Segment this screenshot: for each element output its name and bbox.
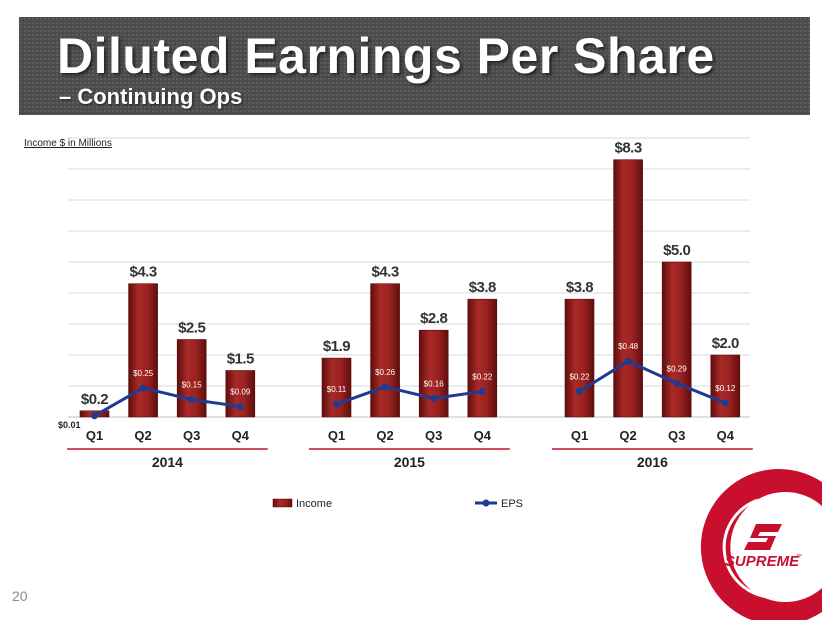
eps-point <box>721 399 729 407</box>
logo-s-mark-icon <box>744 524 782 550</box>
legend-eps-marker <box>482 499 490 507</box>
data-labels: $0.2 $4.3 $2.5 $1.5 $0.01 $0.25 $0.15 $0.09 $1.9… <box>58 140 740 430</box>
income-label: $3.8 <box>469 279 496 296</box>
logo-trademark: ™ <box>796 553 802 560</box>
income-label: $2.5 <box>178 320 205 337</box>
group-label: 2015 <box>394 454 425 470</box>
x-tick-label: Q2 <box>619 428 636 443</box>
income-bar <box>661 261 692 418</box>
title-band <box>19 17 810 115</box>
income-label: $2.8 <box>420 310 447 327</box>
page-title: Diluted Earnings Per Share <box>57 28 715 84</box>
x-tick-label: Q1 <box>328 428 345 443</box>
eps-label: $0.09 <box>230 388 251 397</box>
x-tick-label: Q4 <box>232 428 250 443</box>
supreme-logo: SUPREME ™ <box>700 469 822 620</box>
income-label: $2.0 <box>712 335 739 352</box>
legend-income-label: Income <box>296 498 332 510</box>
eps-point <box>381 383 389 391</box>
eps-label: $0.01 <box>58 420 81 430</box>
x-tick-label: Q1 <box>571 428 588 443</box>
income-bar <box>564 298 595 418</box>
income-bar <box>370 283 400 418</box>
x-tick-label: Q3 <box>183 428 200 443</box>
page-number: 20 <box>12 588 28 604</box>
logo-wordmark: SUPREME <box>725 553 800 570</box>
income-bar <box>418 329 449 418</box>
income-label: $1.9 <box>323 338 350 355</box>
eps-point <box>624 357 632 365</box>
legend-eps-label: EPS <box>501 498 523 510</box>
eps-label: $0.29 <box>667 364 688 373</box>
logo-ring <box>700 469 822 620</box>
income-bar <box>176 339 207 418</box>
x-tick-label: Q3 <box>668 428 685 443</box>
units-note: Income $ in Millions <box>24 138 112 149</box>
eps-series-line <box>93 386 241 418</box>
eps-label: $0.22 <box>472 372 493 381</box>
income-label: $8.3 <box>614 140 641 157</box>
eps-point <box>236 403 244 411</box>
eps-point <box>673 379 681 387</box>
eps-label: $0.22 <box>569 372 590 381</box>
eps-series-line <box>335 385 483 406</box>
income-label: $1.5 <box>227 351 254 368</box>
eps-label: $0.12 <box>715 384 736 393</box>
income-bar <box>613 159 643 418</box>
gridlines <box>68 137 750 418</box>
eps-label: $0.26 <box>375 368 396 377</box>
x-tick-label: Q1 <box>86 428 103 443</box>
x-tick-label: Q4 <box>474 428 492 443</box>
income-bars <box>79 159 741 418</box>
income-label: $3.8 <box>566 279 593 296</box>
income-bar <box>710 354 741 418</box>
x-axis: Q1 Q2 Q3 Q4 2014 Q1 Q2 Q3 Q4 2015 Q1 Q2 Q3 Q4 2016 <box>67 428 753 470</box>
eps-label: $0.25 <box>133 369 154 378</box>
x-tick-label: Q2 <box>376 428 393 443</box>
income-label: $5.0 <box>663 242 690 259</box>
income-bar <box>467 298 498 418</box>
eps-label: $0.16 <box>424 379 445 388</box>
eps-series-line <box>578 359 726 405</box>
income-label: $4.3 <box>129 264 156 281</box>
eps-point <box>91 412 98 420</box>
eps-point <box>139 384 147 392</box>
x-tick-label: Q4 <box>717 428 735 443</box>
page-subtitle: – Continuing Ops <box>59 84 243 109</box>
group-label: 2016 <box>637 454 668 470</box>
income-bar <box>128 283 158 418</box>
eps-point <box>333 400 340 408</box>
eps-point <box>188 396 196 404</box>
legend-income-swatch <box>272 498 293 508</box>
eps-point <box>430 394 438 402</box>
eps-label: $0.15 <box>182 381 203 390</box>
income-label: $0.2 <box>81 391 108 408</box>
eps-line <box>91 357 729 420</box>
income-label: $4.3 <box>371 264 398 281</box>
group-label: 2014 <box>152 454 183 470</box>
x-tick-label: Q2 <box>134 428 151 443</box>
eps-point <box>478 387 486 395</box>
eps-label: $0.11 <box>327 385 347 394</box>
eps-point <box>576 387 583 395</box>
eps-label: $0.48 <box>618 342 639 351</box>
logo-inner-ring <box>722 498 814 599</box>
legend: Income EPS <box>272 498 523 510</box>
x-tick-label: Q3 <box>425 428 442 443</box>
